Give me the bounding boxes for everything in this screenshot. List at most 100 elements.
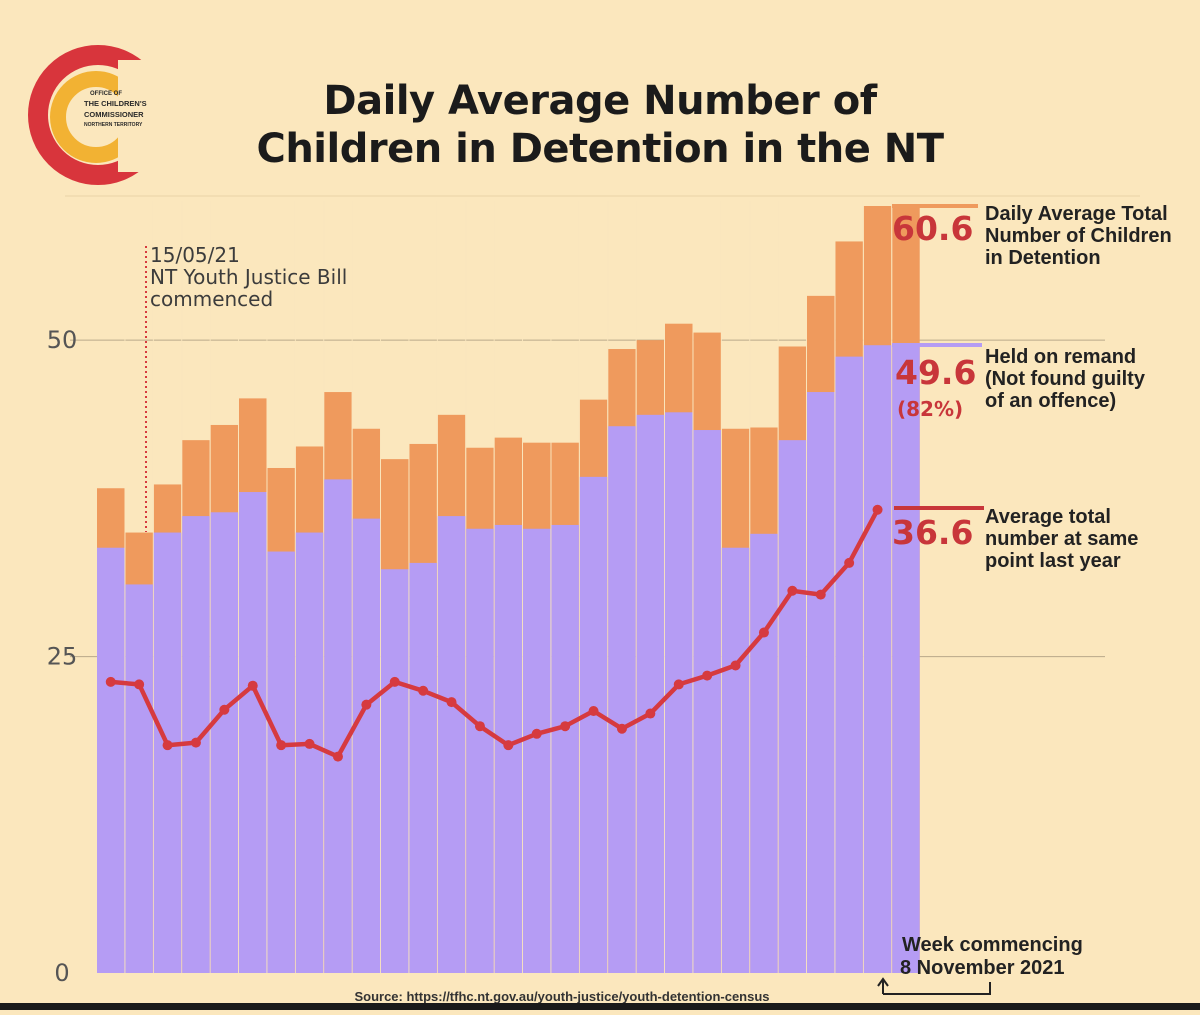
bar-gap: [351, 200, 353, 974]
y-tick-label: 0: [54, 959, 69, 987]
last-year-point: [787, 585, 798, 596]
total-callout: 60.6 Daily Average Total Number of Child…: [892, 203, 1172, 269]
week-label-line1: Week commencing: [902, 934, 1083, 956]
bar-gap: [578, 200, 580, 974]
bar-gap: [692, 200, 694, 974]
remand-bar: [892, 345, 920, 973]
last-year-point: [474, 721, 485, 732]
remand-percent: (82%): [897, 397, 963, 421]
remand-bar: [153, 532, 182, 973]
bar-gap: [209, 200, 211, 974]
bottom-border: [0, 1003, 1200, 1010]
total-label-line1: Daily Average Total: [985, 203, 1168, 225]
remand-label-line3: of an offence): [985, 390, 1116, 412]
last-year-point: [588, 706, 599, 717]
last-year-point: [758, 627, 769, 638]
remand-bar: [579, 476, 608, 973]
last-year-line-layer: [105, 504, 883, 762]
bar-gap: [834, 200, 836, 974]
last-year-point: [247, 680, 258, 691]
remand-bar: [523, 528, 551, 973]
last-year-line: [110, 508, 880, 759]
remand-bar: [210, 512, 239, 973]
bar-gap: [436, 200, 438, 974]
last-year-label-line2: number at same: [985, 528, 1138, 550]
logo-text-line2: THE CHILDREN'S: [84, 99, 147, 108]
last-year-point: [332, 751, 343, 762]
arrow-up-icon: [877, 977, 889, 994]
remand-label-line2: (Not found guilty: [985, 368, 1146, 390]
remand-bar: [381, 569, 409, 973]
bar-gap: [152, 200, 154, 974]
bar-gap: [891, 200, 893, 974]
last-year-point: [872, 504, 883, 515]
last-year-point: [134, 679, 145, 690]
bar-gap: [493, 200, 495, 974]
remand-bar: [693, 430, 721, 973]
y-tick-label: 50: [47, 326, 78, 354]
bar-gap: [777, 200, 779, 974]
bar-gap: [607, 200, 609, 974]
last-year-point: [815, 589, 826, 600]
remand-bar: [324, 479, 352, 973]
last-year-value: 36.6: [892, 513, 973, 552]
remand-bar: [409, 562, 437, 973]
remand-bar: [239, 492, 267, 973]
remand-bar: [125, 584, 153, 973]
remand-bar: [551, 524, 579, 973]
last-year-label-line3: point last year: [985, 550, 1121, 572]
bar-gap: [806, 200, 807, 974]
last-year-point: [616, 723, 627, 734]
last-year-point: [361, 699, 372, 710]
bill-name-label: NT Youth Justice Bill: [150, 265, 347, 289]
remand-bar: [466, 528, 494, 973]
remand-bar: [636, 414, 665, 973]
remand-bar: [750, 533, 778, 973]
y-axis: 0 25 50: [47, 326, 78, 987]
last-year-point: [190, 737, 201, 748]
last-year-point: [673, 679, 684, 690]
last-year-point: [276, 740, 287, 751]
remand-bar: [267, 551, 295, 973]
week-bracket: [883, 982, 991, 995]
source-note: Source: https://tfhc.nt.gov.au/youth-jus…: [354, 989, 769, 1004]
remand-bar: [807, 392, 835, 973]
bar-gap: [181, 200, 183, 974]
last-year-point: [105, 676, 116, 687]
y-tick-label: 25: [47, 643, 78, 671]
remand-callout: 49.6 (82%) Held on remand (Not found gui…: [892, 343, 1146, 421]
remand-label-line1: Held on remand: [985, 346, 1136, 368]
last-year-label-line1: Average total: [985, 506, 1111, 528]
week-annotation: Week commencing 8 November 2021: [877, 934, 1083, 995]
logo-text-line1: OFFICE OF: [90, 91, 122, 97]
last-year-point: [304, 738, 315, 749]
remand-bar: [778, 440, 807, 974]
week-label-line2: 8 November 2021: [900, 957, 1065, 979]
remand-bar: [863, 345, 892, 973]
chart-title-line2: Children in Detention in the NT: [256, 126, 944, 172]
total-label-line3: in Detention: [985, 247, 1101, 269]
remand-bar: [437, 516, 466, 973]
chart-title-line1: Daily Average Number of: [323, 78, 877, 124]
last-year-point: [418, 685, 429, 696]
bar-gap: [862, 200, 864, 974]
bar-gap: [294, 200, 296, 974]
last-year-point: [531, 728, 542, 739]
bar-gap: [238, 200, 239, 974]
last-year-point: [446, 697, 457, 708]
remand-bar: [97, 547, 125, 973]
last-year-point: [560, 721, 571, 732]
total-label-line2: Number of Children: [985, 225, 1172, 247]
bar-gap: [465, 200, 467, 974]
remand-bar: [835, 356, 863, 974]
last-year-point: [702, 670, 713, 681]
last-year-point: [503, 740, 514, 751]
bill-commenced-label: commenced: [150, 287, 273, 311]
total-value: 60.6: [892, 209, 973, 248]
bill-annotation: 15/05/21 NT Youth Justice Bill commenced: [145, 243, 347, 532]
bar-gap: [323, 200, 325, 974]
last-year-point: [219, 704, 230, 715]
remand-bar: [295, 532, 324, 973]
last-year-point: [730, 660, 741, 671]
bar-gap: [749, 200, 751, 974]
